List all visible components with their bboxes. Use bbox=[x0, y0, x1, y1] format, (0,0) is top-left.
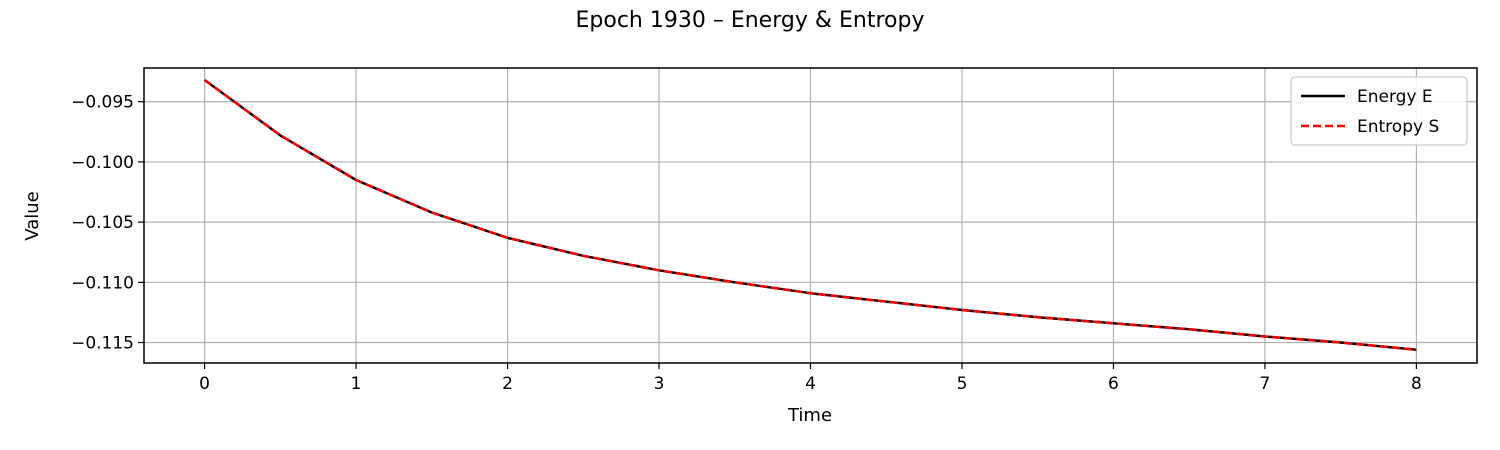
series-line-entropy bbox=[203, 78, 1417, 352]
x-tick-label: 2 bbox=[502, 374, 513, 394]
x-tick-label: 7 bbox=[1260, 374, 1271, 394]
legend-label: Energy E bbox=[1357, 87, 1433, 107]
legend-box bbox=[1290, 76, 1468, 146]
x-tick-label: 5 bbox=[957, 374, 968, 394]
legend: Energy E Entropy S bbox=[1290, 76, 1468, 146]
y-tick-label: −0.105 bbox=[71, 213, 134, 233]
x-tick-label: 3 bbox=[654, 374, 665, 394]
x-axis-label: Time bbox=[787, 405, 832, 426]
x-tick-label: 0 bbox=[199, 374, 210, 394]
x-tick-label: 1 bbox=[351, 374, 362, 394]
x-tick-label: 8 bbox=[1411, 374, 1422, 394]
y-tick-label: −0.110 bbox=[71, 273, 134, 293]
y-tick-label: −0.115 bbox=[71, 334, 134, 354]
grid bbox=[144, 68, 1477, 363]
y-axis-label: Value bbox=[22, 191, 43, 240]
chart-title: Epoch 1930 – Energy & Entropy bbox=[576, 8, 925, 33]
ticks: 0 1 2 3 4 5 6 7 8 −0.095 −0.100 −0.105 −0.110 −0.115 bbox=[71, 93, 1422, 394]
y-tick-label: −0.100 bbox=[71, 153, 134, 173]
x-tick-label: 4 bbox=[805, 374, 816, 394]
series-layer bbox=[203, 78, 1417, 352]
legend-label: Entropy S bbox=[1357, 117, 1439, 137]
x-tick-label: 6 bbox=[1108, 374, 1119, 394]
y-tick-label: −0.095 bbox=[71, 93, 134, 113]
